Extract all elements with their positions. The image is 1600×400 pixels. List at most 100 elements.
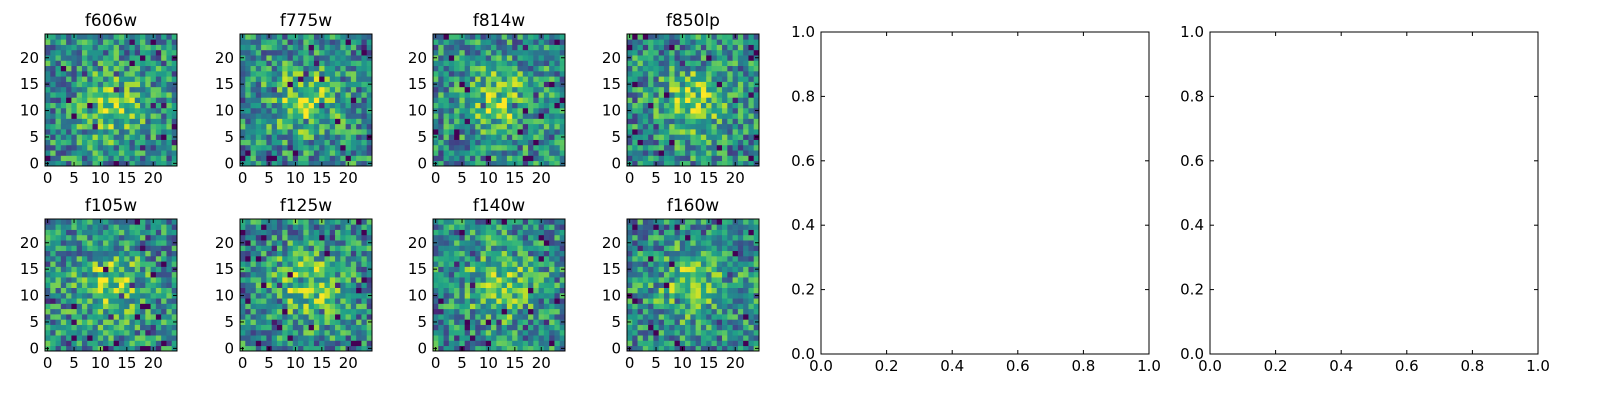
heatmap-cell: [81, 102, 88, 109]
heatmap-cell: [642, 319, 649, 325]
heatmap-cell: [340, 49, 346, 56]
heatmap-cell: [356, 314, 362, 320]
heatmap-cell: [340, 39, 346, 45]
heatmap-cell: [103, 229, 109, 236]
heatmap-cell: [559, 335, 566, 341]
heatmap-cell: [753, 70, 760, 77]
heatmap-cell: [522, 86, 529, 93]
heatmap-cell: [361, 287, 368, 294]
heatmap-cell: [366, 102, 373, 109]
heatmap-cell: [298, 255, 304, 262]
heatmap-cell: [350, 55, 357, 61]
heatmap-cell: [103, 81, 109, 88]
heatmap-cell: [329, 150, 336, 156]
heatmap-cell: [92, 340, 99, 347]
heatmap-cell: [329, 49, 336, 56]
heatmap-cell: [464, 224, 471, 230]
heatmap-cell: [443, 314, 450, 320]
heatmap-cell: [711, 329, 718, 336]
heatmap-cell: [350, 224, 357, 230]
heatmap-cell: [361, 298, 368, 304]
heatmap-cell: [45, 298, 51, 304]
heatmap-cell: [108, 76, 114, 82]
heatmap-cell: [250, 245, 257, 252]
x-tick-label: 0: [625, 169, 635, 187]
heatmap-cell: [118, 250, 125, 257]
heatmap-cell: [124, 113, 130, 119]
heatmap-cell: [469, 287, 476, 294]
heatmap-cell: [66, 340, 72, 347]
heatmap-cell: [166, 292, 173, 299]
heatmap-cell: [166, 240, 173, 246]
heatmap-cell: [76, 44, 83, 51]
heatmap-cell: [632, 76, 638, 82]
heatmap-cell: [485, 282, 492, 288]
heatmap-cell: [240, 97, 246, 103]
heatmap-cell: [469, 319, 476, 325]
heatmap-cell: [637, 81, 644, 88]
heatmap-cell: [45, 39, 51, 45]
heatmap-cell: [648, 97, 654, 103]
heatmap-cell: [674, 160, 681, 167]
heatmap-cell: [706, 65, 712, 72]
heatmap-cell: [55, 298, 62, 304]
heatmap-cell: [118, 102, 125, 109]
heatmap-cell: [491, 70, 497, 77]
heatmap-cell: [97, 335, 104, 341]
heatmap-cell: [255, 113, 262, 119]
heatmap-cell: [632, 314, 638, 320]
heatmap-cell: [319, 55, 325, 61]
heatmap-cell: [700, 160, 707, 167]
heatmap-cell: [76, 55, 83, 61]
heatmap-cell: [350, 155, 357, 162]
heatmap-cell: [522, 107, 529, 114]
subplot-title: f850lp: [666, 11, 720, 31]
heatmap-cell: [81, 92, 88, 98]
heatmap-cell: [345, 329, 352, 336]
heatmap-cell: [554, 292, 561, 299]
heatmap-cell: [276, 277, 283, 283]
heatmap-cell: [298, 261, 304, 267]
heatmap-cell: [517, 65, 524, 72]
heatmap-cell: [743, 314, 749, 320]
heatmap-cell: [66, 134, 72, 140]
heatmap-cell: [50, 92, 56, 98]
heatmap-cell: [313, 76, 320, 82]
heatmap-cell: [255, 277, 262, 283]
heatmap-cell: [150, 123, 157, 130]
heatmap-cell: [345, 292, 352, 299]
heatmap-cell: [324, 314, 331, 320]
heatmap-cell: [60, 118, 67, 125]
heatmap-cell: [356, 240, 362, 246]
heatmap-cell: [443, 229, 450, 236]
heatmap-cell: [171, 92, 178, 98]
heatmap-cell: [329, 245, 336, 252]
heatmap-cell: [475, 335, 481, 341]
heatmap-cell: [753, 303, 760, 310]
heatmap-cell: [282, 240, 288, 246]
heatmap-cell: [632, 308, 638, 315]
heatmap-cell: [648, 60, 654, 67]
heatmap-cell: [134, 282, 141, 288]
heatmap-cell: [506, 219, 513, 225]
heatmap-cell: [319, 282, 325, 288]
heatmap-cell: [166, 134, 173, 140]
heatmap-cell: [438, 139, 444, 146]
heatmap-cell: [716, 144, 723, 151]
heatmap-cell: [454, 160, 460, 167]
heatmap-cell: [648, 129, 654, 135]
heatmap-cell: [554, 340, 561, 347]
heatmap-cell: [464, 271, 471, 278]
heatmap-cell: [282, 86, 288, 93]
heatmap-cell: [255, 287, 262, 294]
heatmap-cell: [45, 123, 51, 130]
heatmap-cell: [287, 144, 294, 151]
heatmap-cell: [538, 39, 545, 45]
heatmap-cell: [66, 102, 72, 109]
heatmap-cell: [245, 144, 251, 151]
heatmap-cell: [271, 261, 278, 267]
heatmap-cell: [480, 123, 487, 130]
heatmap-cell: [113, 139, 120, 146]
heatmap-cell: [706, 55, 712, 61]
heatmap-cell: [464, 92, 471, 98]
